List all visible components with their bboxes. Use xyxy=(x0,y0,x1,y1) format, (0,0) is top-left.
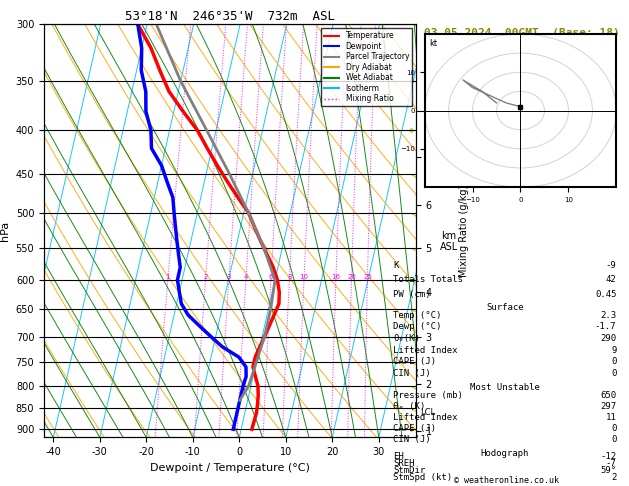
Text: 42: 42 xyxy=(606,276,616,284)
Text: Temp (°C): Temp (°C) xyxy=(393,311,442,320)
Text: Lifted Index: Lifted Index xyxy=(393,413,458,422)
Text: 03.05.2024  00GMT  (Base: 18): 03.05.2024 00GMT (Base: 18) xyxy=(425,29,620,38)
Text: -12: -12 xyxy=(600,452,616,461)
Y-axis label: km
ASL: km ASL xyxy=(440,231,458,252)
Text: CIN (J): CIN (J) xyxy=(393,369,431,378)
Text: 10: 10 xyxy=(299,274,308,280)
Text: Totals Totals: Totals Totals xyxy=(393,276,463,284)
X-axis label: Dewpoint / Temperature (°C): Dewpoint / Temperature (°C) xyxy=(150,463,310,473)
Text: kt: kt xyxy=(430,38,438,48)
Text: SREH: SREH xyxy=(393,459,415,469)
Text: Hodograph: Hodograph xyxy=(481,449,529,458)
Text: 3: 3 xyxy=(226,274,231,280)
Text: 4: 4 xyxy=(244,274,248,280)
Text: LCL: LCL xyxy=(420,408,435,417)
Text: 0: 0 xyxy=(611,434,616,444)
Text: 16: 16 xyxy=(331,274,340,280)
Text: 290: 290 xyxy=(600,334,616,343)
Text: 650: 650 xyxy=(600,391,616,400)
Text: CAPE (J): CAPE (J) xyxy=(393,357,436,366)
Text: K: K xyxy=(393,261,399,270)
Text: StmDir: StmDir xyxy=(393,466,425,475)
Text: Surface: Surface xyxy=(486,303,523,312)
Text: 25: 25 xyxy=(363,274,372,280)
Text: 0: 0 xyxy=(611,357,616,366)
Text: StmSpd (kt): StmSpd (kt) xyxy=(393,473,452,482)
Text: Most Unstable: Most Unstable xyxy=(470,383,540,392)
Text: Lifted Index: Lifted Index xyxy=(393,346,458,355)
Text: 9: 9 xyxy=(611,346,616,355)
Text: 0: 0 xyxy=(611,424,616,433)
Text: θₑ (K): θₑ (K) xyxy=(393,402,425,411)
Text: Dewp (°C): Dewp (°C) xyxy=(393,322,442,331)
Text: 11: 11 xyxy=(606,413,616,422)
Text: 297: 297 xyxy=(600,402,616,411)
Text: Mixing Ratio (g/kg): Mixing Ratio (g/kg) xyxy=(459,185,469,277)
Legend: Temperature, Dewpoint, Parcel Trajectory, Dry Adiabat, Wet Adiabat, Isotherm, Mi: Temperature, Dewpoint, Parcel Trajectory… xyxy=(321,28,412,106)
Text: 6: 6 xyxy=(269,274,273,280)
Text: θₑ(K): θₑ(K) xyxy=(393,334,420,343)
Y-axis label: hPa: hPa xyxy=(0,221,10,241)
Text: -9: -9 xyxy=(606,261,616,270)
Text: PW (cm): PW (cm) xyxy=(393,290,431,299)
Text: 0: 0 xyxy=(611,369,616,378)
Text: Pressure (mb): Pressure (mb) xyxy=(393,391,463,400)
Text: 0.45: 0.45 xyxy=(595,290,616,299)
Text: 2: 2 xyxy=(203,274,208,280)
Text: 8: 8 xyxy=(287,274,292,280)
Text: © weatheronline.co.uk: © weatheronline.co.uk xyxy=(454,476,559,485)
Text: 2.3: 2.3 xyxy=(600,311,616,320)
Text: EH: EH xyxy=(393,452,404,461)
Text: 59°: 59° xyxy=(600,466,616,475)
Text: -7: -7 xyxy=(606,459,616,469)
Text: 1: 1 xyxy=(165,274,170,280)
Title: 53°18'N  246°35'W  732m  ASL: 53°18'N 246°35'W 732m ASL xyxy=(125,10,335,23)
Text: -1.7: -1.7 xyxy=(595,322,616,331)
Text: CIN (J): CIN (J) xyxy=(393,434,431,444)
Text: 2: 2 xyxy=(611,473,616,482)
Text: CAPE (J): CAPE (J) xyxy=(393,424,436,433)
Text: 20: 20 xyxy=(347,274,356,280)
